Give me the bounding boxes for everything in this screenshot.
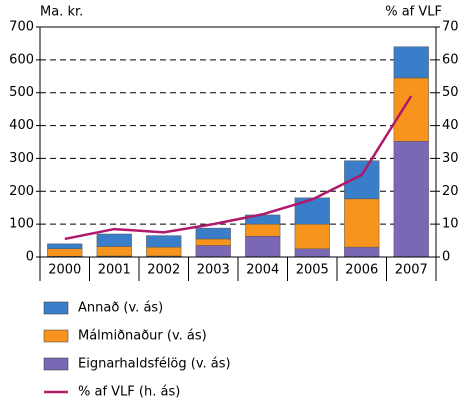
bar-segment [294,248,330,258]
line-series [64,95,413,241]
legend-label: Annað (v. ás) [78,301,163,316]
y2-tick-label: 50 [442,85,459,100]
x-tick-label: 2006 [345,263,378,278]
y-tick-label: 700 [9,20,34,35]
y2-tick-label: 60 [442,52,459,67]
bar-segment [146,235,182,248]
y-axis-label: Ma. kr. [40,5,83,20]
bar-segment [146,246,182,257]
bar-segment [96,233,132,247]
bar-segment [245,236,281,258]
bar-segment [47,248,83,257]
legend-swatch [43,301,69,315]
y2-axis-label: % af VLF [385,5,442,20]
bar-segment [393,77,429,142]
bar-segment [393,141,429,258]
bar-segment [96,246,132,257]
y2-tick-label: 10 [442,217,459,232]
y2-tick-label: 30 [442,151,459,166]
bar-segment [393,46,429,79]
bar-segment [344,246,380,258]
y-tick-label: 400 [9,118,34,133]
y-tick-label: 300 [9,151,34,166]
x-tick-label: 2001 [98,263,131,278]
y-tick-label: 0 [26,250,34,265]
bar-segment [245,223,281,237]
y-tick-label: 100 [9,217,34,232]
bar-segment [195,227,231,240]
y2-tick-label: 70 [442,20,459,35]
legend-label: Eignarhaldsfélög (v. ás) [78,357,231,372]
y-tick-label: 500 [9,85,34,100]
y-tick-label: 600 [9,52,34,67]
x-tick-label: 2005 [296,263,329,278]
bar-segment [294,223,330,250]
y-tick-label: 200 [9,184,34,199]
bar-segment [344,198,380,248]
legend-swatch [43,357,69,371]
legend-label: Málmiðnaður (v. ás) [78,329,207,344]
x-tick-label: 2002 [147,263,180,278]
x-tick-label: 2004 [246,263,279,278]
y2-tick-label: 40 [442,118,459,133]
x-tick-label: 2000 [48,263,81,278]
x-tick-label: 2003 [197,263,230,278]
bar-segment [195,238,231,246]
y2-tick-label: 0 [442,250,450,265]
y2-tick-label: 20 [442,184,459,199]
legend-label: % af VLF (h. ás) [78,385,180,400]
bar-segment [47,243,83,250]
bar-segment [294,197,330,225]
legend-swatch [43,329,69,343]
x-tick-label: 2007 [395,263,428,278]
bar-segment [195,245,231,258]
